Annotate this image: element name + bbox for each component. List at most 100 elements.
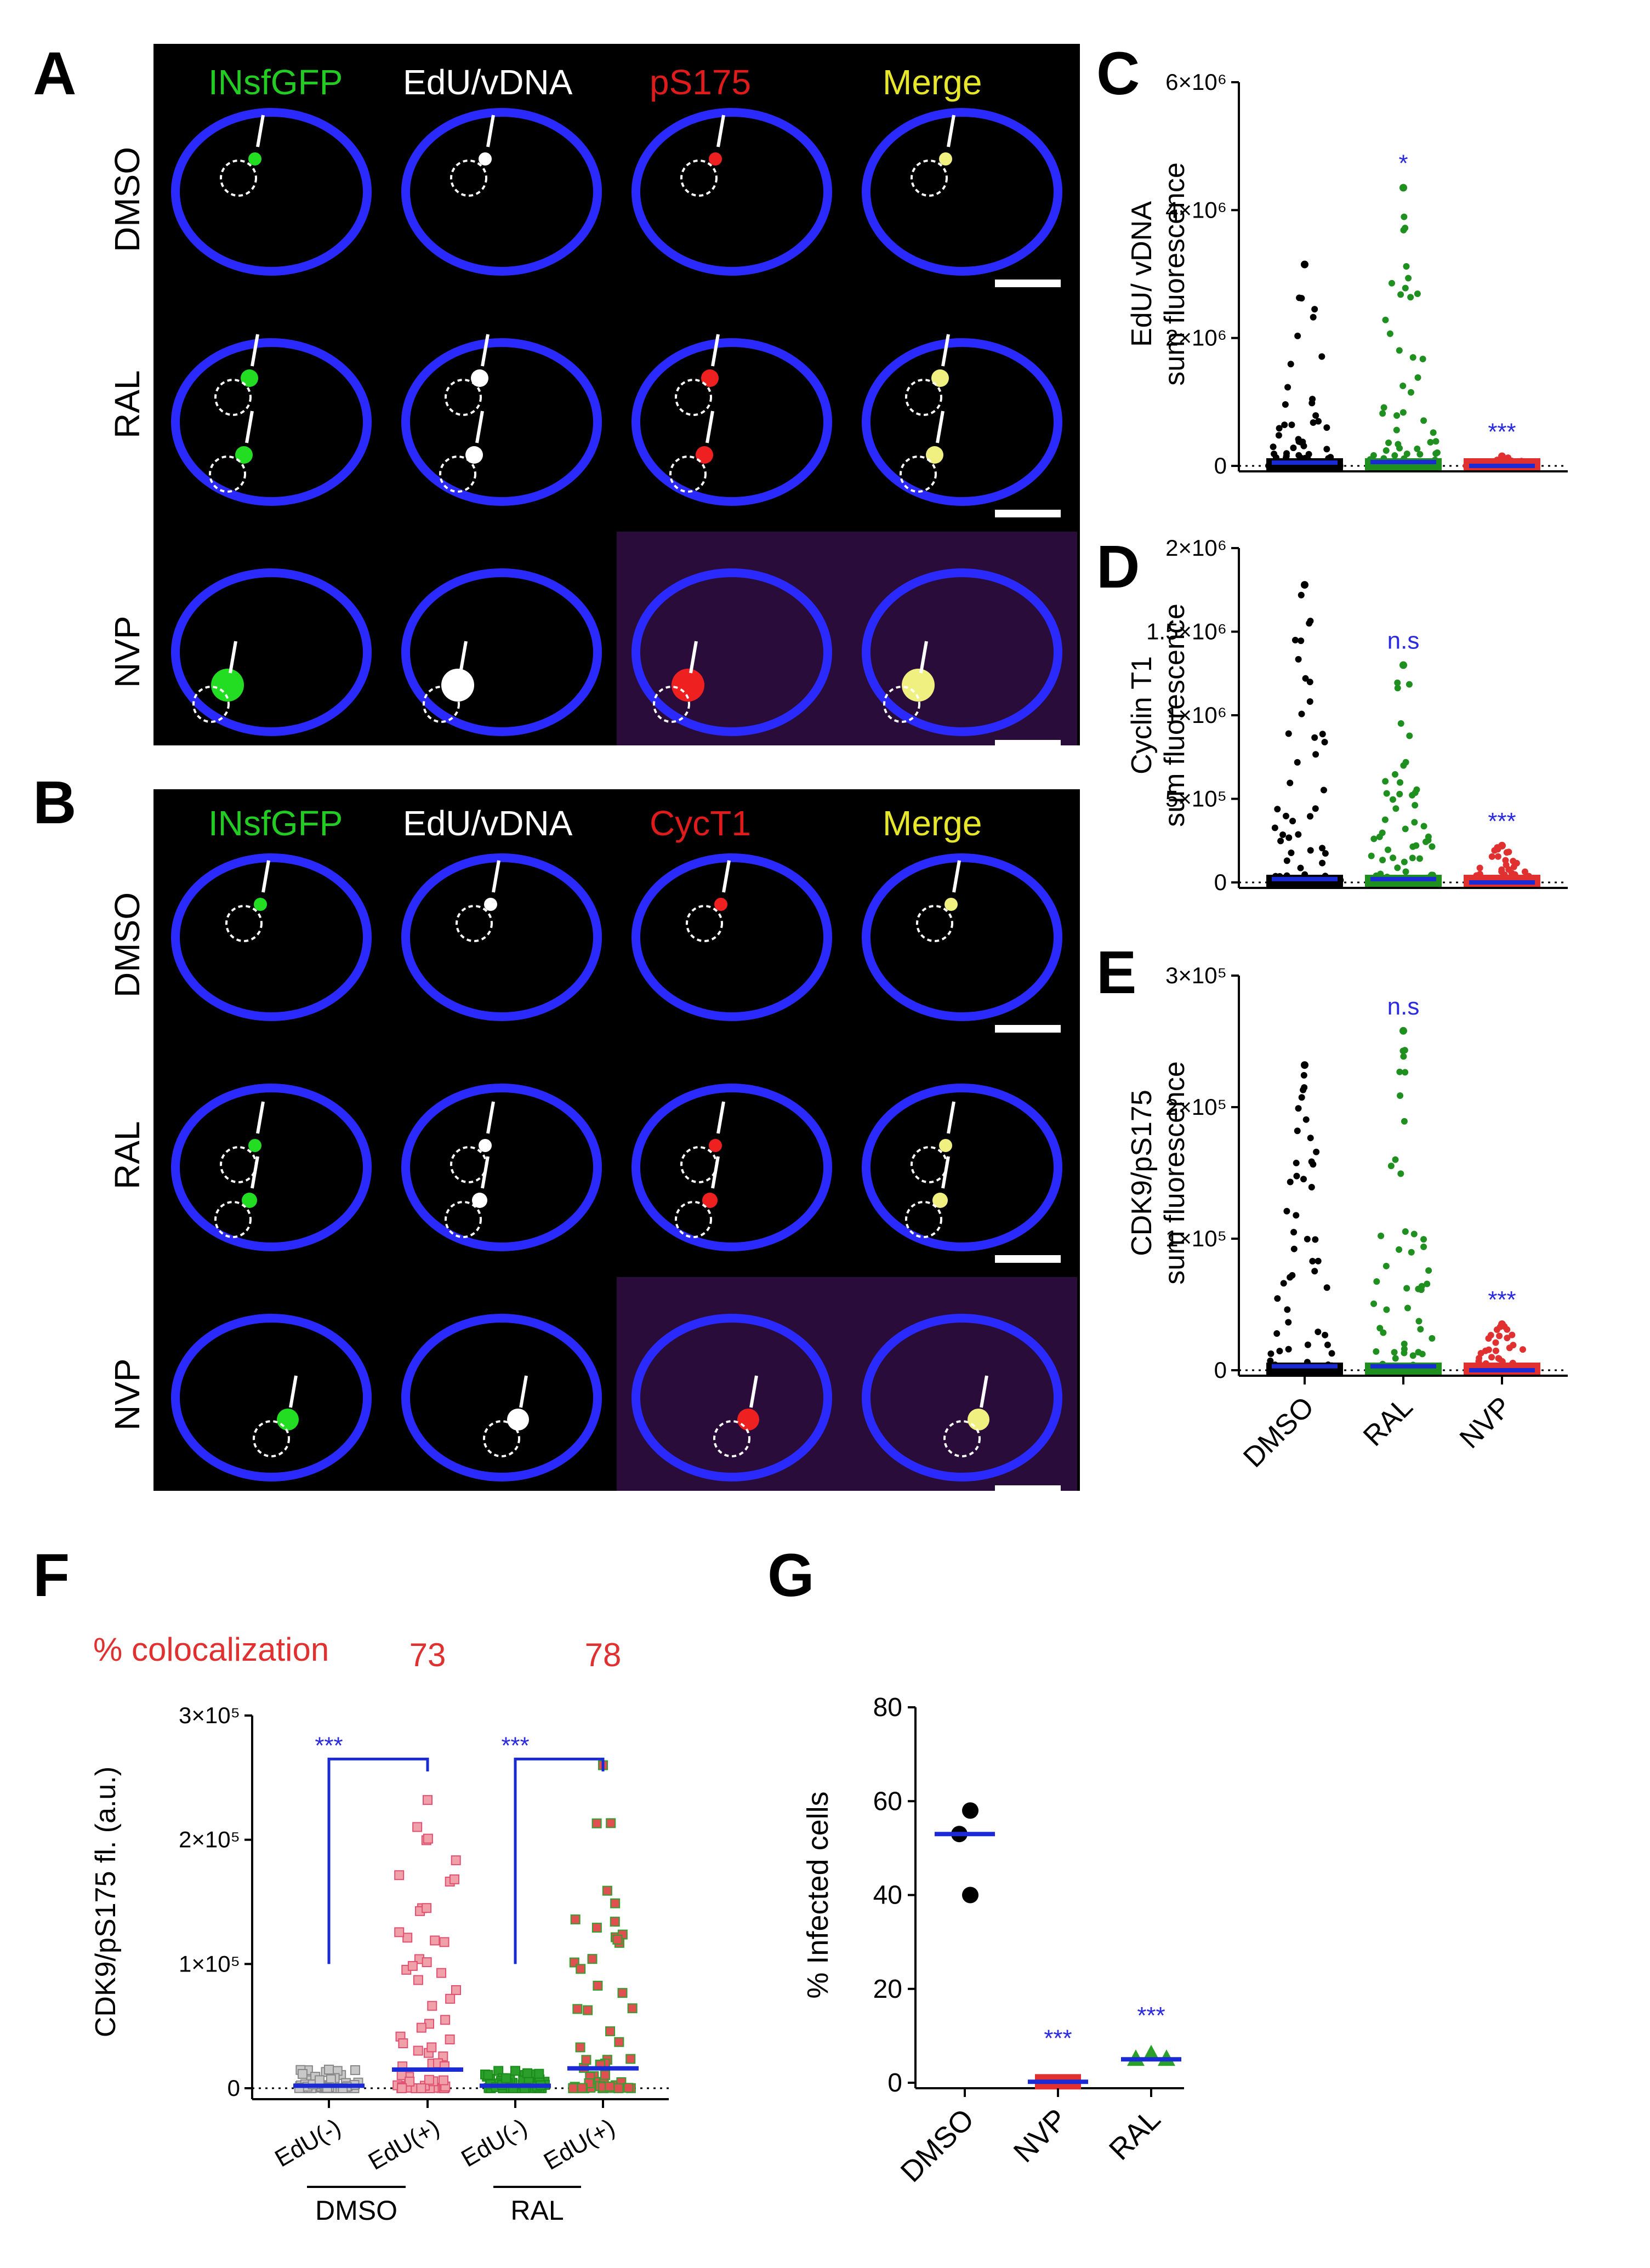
data-point	[1509, 1331, 1516, 1338]
data-point	[1401, 1346, 1408, 1353]
data-point	[1383, 1306, 1390, 1313]
x-tick-label: EdU(+)	[539, 2113, 619, 2175]
data-point	[602, 1885, 612, 1896]
data-point	[1308, 1183, 1315, 1190]
comparison-bracket	[514, 1757, 605, 1964]
x-tick-label: EdU(-)	[457, 2113, 532, 2172]
data-point	[1277, 837, 1284, 845]
panel-a-dashed-circle	[883, 686, 920, 723]
chart-d: 0 5×10⁵ 1×10⁶ 1.5×10⁶ 2×10⁶ Cyclin T1 sum fluo…	[1126, 535, 1568, 895]
data-point	[1300, 1176, 1307, 1183]
data-point	[1420, 823, 1427, 830]
y-axis-label: % Infected cells	[801, 1791, 834, 1998]
data-point	[1312, 805, 1319, 812]
data-point	[1310, 419, 1317, 426]
data-point	[613, 2083, 624, 2093]
y-tick-label: 80	[873, 1693, 902, 1722]
data-point	[1401, 1118, 1408, 1125]
data-point	[1307, 813, 1314, 820]
panel-b-row-ral: RAL	[107, 1121, 147, 1190]
data-point	[1302, 675, 1309, 682]
data-point	[962, 1802, 978, 1819]
colocalization-value: 73	[409, 1637, 446, 1673]
panel-a-spot	[926, 446, 943, 464]
data-point-max	[1301, 1061, 1308, 1069]
data-point	[1394, 679, 1401, 686]
data-point	[1328, 1350, 1335, 1357]
data-point	[1298, 295, 1305, 302]
panel-a-spot	[939, 152, 952, 166]
data-point	[1323, 446, 1330, 453]
data-point	[422, 1903, 432, 1913]
data-point	[1279, 831, 1287, 839]
data-point	[1429, 1335, 1436, 1342]
y-tick-label: 5×10⁵	[1165, 786, 1227, 812]
data-point	[1320, 787, 1327, 794]
panel-a-dashed-circle	[900, 455, 937, 493]
data-point	[1385, 846, 1392, 853]
panel-b-nucleus	[631, 1314, 832, 1481]
panel-a-scalebar	[995, 510, 1061, 517]
panel-a-dashed-circle	[209, 455, 246, 493]
x-tick-label: NVP	[1008, 2102, 1074, 2169]
data-point	[1430, 429, 1437, 436]
data-point	[1492, 1347, 1499, 1354]
data-point	[1310, 314, 1317, 321]
y-axis-label-line2: sum fluorescence	[1159, 603, 1191, 827]
panel-b-nucleus	[631, 1084, 832, 1251]
panel-b-arrow	[519, 1375, 528, 1408]
data-point	[416, 2083, 426, 2093]
data-point	[576, 1964, 586, 1974]
data-point	[1321, 738, 1328, 745]
panel-a-arrow	[475, 411, 484, 443]
y-tick-label: 40	[873, 1881, 902, 1910]
data-point	[1308, 400, 1316, 407]
panel-a-dashed-circle	[905, 379, 942, 416]
data-point	[1306, 698, 1313, 705]
data-point	[1287, 1274, 1294, 1281]
colocalization-value: 78	[585, 1637, 622, 1673]
data-point	[1403, 263, 1410, 270]
data-point	[1505, 866, 1512, 873]
panel-a-spot	[248, 152, 261, 166]
panel-a-nucleus	[631, 108, 832, 276]
panel-b-nucleus	[401, 1084, 602, 1251]
data-point	[1397, 291, 1404, 298]
data-point	[1396, 347, 1403, 354]
panel-b-spot	[714, 898, 727, 911]
group-label: DMSO	[315, 2195, 397, 2226]
y-tick-label: 2×10⁶	[1165, 535, 1227, 561]
data-point	[1379, 829, 1386, 836]
panel-b-arrow	[722, 860, 731, 893]
panel-b-arrow	[749, 1375, 758, 1408]
y-axis-label-line1: EdU/ vDNA	[1126, 201, 1158, 347]
data-point	[1284, 1306, 1291, 1313]
data-point	[1295, 452, 1302, 459]
panel-b-scalebar	[995, 1485, 1061, 1491]
y-tick-label: 0	[1214, 869, 1227, 895]
panel-a-cell-bg	[847, 532, 1077, 745]
data-point	[427, 2001, 437, 2011]
data-point	[426, 2042, 437, 2053]
y-tick-label: 6×10⁶	[1165, 69, 1227, 95]
data-point	[1307, 618, 1314, 625]
data-point	[1405, 275, 1412, 282]
y-tick-label: 0	[1214, 1357, 1227, 1383]
data-point	[402, 1933, 413, 1943]
data-point	[1293, 1172, 1300, 1179]
data-point	[1294, 332, 1301, 339]
data-point	[605, 2081, 615, 2092]
data-point	[1281, 421, 1288, 429]
panel-a-dashed-circle	[423, 686, 460, 723]
data-point	[1382, 1262, 1390, 1269]
data-point	[1488, 853, 1495, 860]
panel-a-dashed-circle	[653, 686, 690, 723]
panel-b-dashed-circle	[686, 905, 723, 942]
data-point	[1295, 831, 1302, 838]
data-point	[1288, 850, 1295, 857]
panel-a-dashed-circle	[214, 379, 252, 416]
panel-a-arrow	[711, 334, 720, 367]
data-point	[1311, 1268, 1318, 1275]
panel-b-spot	[248, 1139, 261, 1152]
data-point	[1414, 374, 1421, 381]
